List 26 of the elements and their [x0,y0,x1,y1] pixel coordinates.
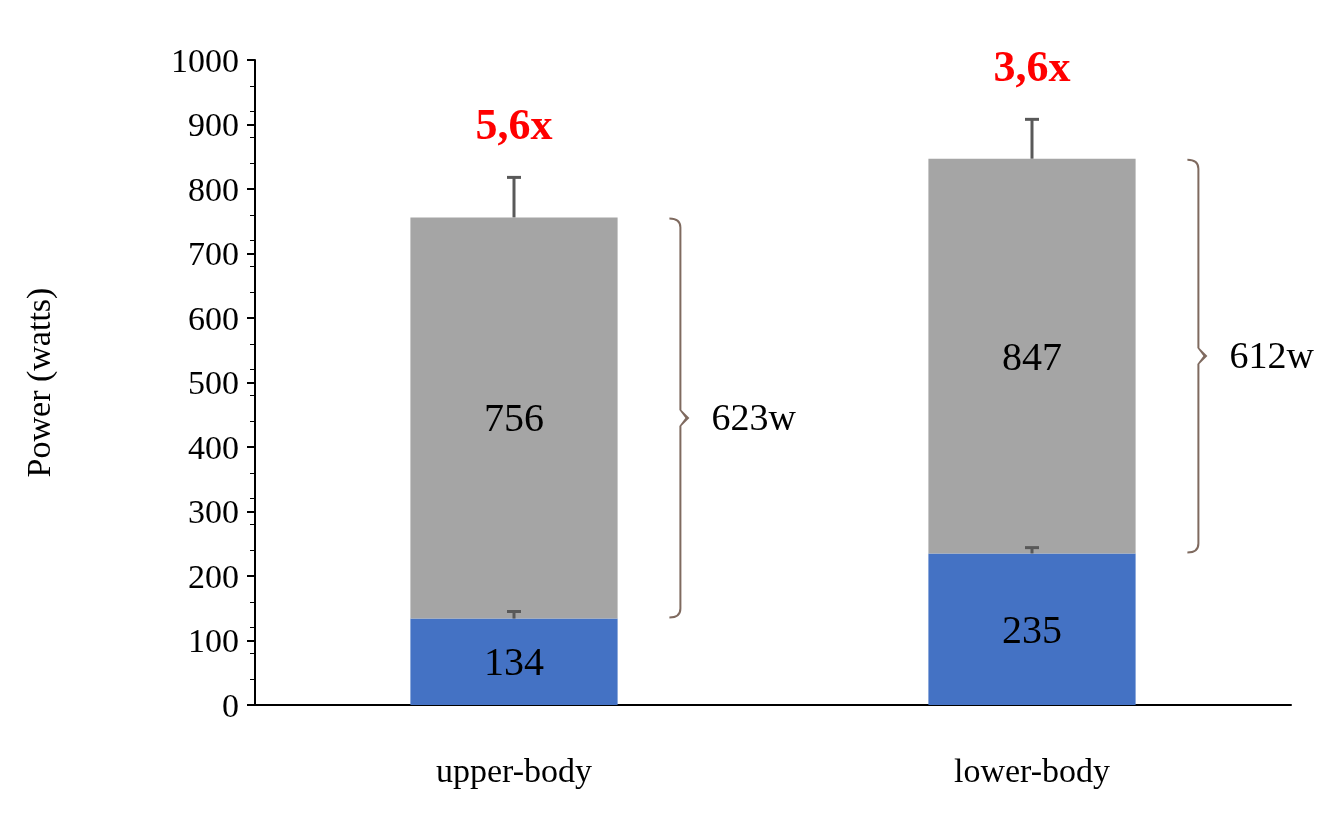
total-label: 847 [1002,333,1062,379]
bar [928,158,1136,554]
y-tick-label: 1000 [171,41,239,79]
annotation: 3,6x [993,42,1071,92]
y-tick-label: 300 [188,493,239,530]
y-tick-label: 0 [222,686,239,724]
y-tick-label: 700 [188,235,239,272]
y-tick-label: 500 [188,364,239,401]
y-tick-label: 200 [188,557,239,595]
total-label: 756 [484,395,544,441]
data-label: 134 [484,639,544,685]
bar [410,217,618,619]
x-tick-label: lower-body [953,751,1111,789]
y-tick-label: 400 [188,428,239,466]
annotation: 612w [1229,334,1315,377]
y-tick-label: 900 [188,106,239,143]
y-tick-label: 100 [188,622,239,659]
x-tick-label: upper-body [435,751,593,789]
annotation: 623w [711,395,797,438]
bar [410,618,618,705]
bar [928,553,1136,705]
y-tick-label: 600 [188,299,239,337]
annotation: 5,6x [475,100,553,150]
data-label: 235 [1002,606,1062,652]
y-tick-label: 800 [188,170,239,208]
y-axis-title: Power (watts) [19,287,58,478]
